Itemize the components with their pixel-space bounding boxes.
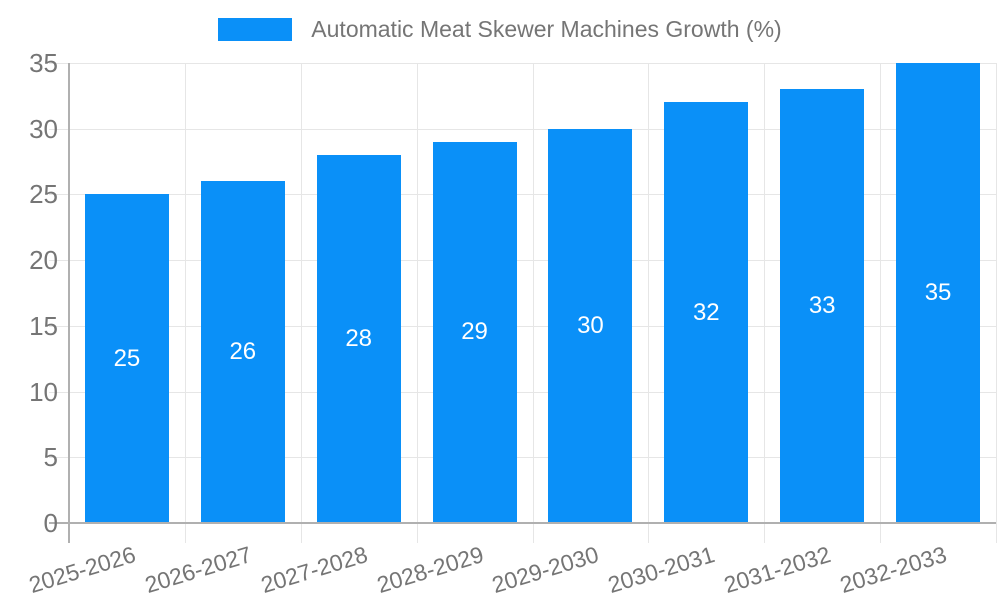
x-gridline (300, 63, 302, 543)
legend-label: Automatic Meat Skewer Machines Growth (%… (311, 16, 782, 42)
x-gridline (764, 63, 766, 543)
y-tick-label: 10 (29, 376, 58, 407)
bar-value-label: 33 (808, 292, 836, 320)
y-gridline (49, 128, 996, 130)
bar[interactable] (548, 128, 633, 523)
y-axis-line (68, 63, 70, 543)
x-gridline (996, 63, 997, 543)
y-tick-label: 15 (29, 310, 58, 341)
y-tick-label: 20 (29, 245, 58, 276)
y-gridline (49, 325, 996, 327)
x-tick-label: 2032-2033 (836, 541, 950, 599)
x-tick-label: 2026-2027 (141, 541, 255, 599)
x-gridline (648, 63, 650, 543)
y-gridline (49, 63, 996, 64)
x-tick-label: 2027-2028 (257, 541, 371, 599)
y-tick-label: 0 (43, 508, 58, 538)
y-gridline (49, 457, 996, 459)
legend-swatch-icon (218, 18, 293, 41)
bar-value-label: 26 (229, 338, 257, 366)
y-tick-label: 35 (29, 48, 58, 78)
bar[interactable] (780, 89, 865, 523)
y-tick-label: 30 (29, 113, 58, 144)
bar[interactable] (896, 63, 981, 523)
bar-value-label: 28 (345, 325, 373, 352)
x-gridline (532, 63, 534, 543)
x-tick-label: 2029-2030 (489, 541, 603, 599)
bar[interactable] (200, 181, 285, 523)
y-gridline (49, 391, 996, 393)
x-tick-label: 2030-2031 (605, 541, 718, 599)
y-gridline (49, 260, 996, 262)
y-tick-label: 25 (29, 179, 58, 210)
x-gridline (880, 63, 882, 543)
x-gridline (184, 63, 186, 543)
x-tick-label: 2031-2032 (720, 541, 834, 599)
legend[interactable]: Automatic Meat Skewer Machines Growth (%… (0, 16, 1000, 43)
x-tick-label: 2028-2029 (373, 541, 487, 599)
x-axis-line (49, 522, 996, 524)
bar-value-label: 35 (924, 279, 952, 306)
x-gridline (416, 63, 418, 543)
bar[interactable] (316, 155, 401, 523)
bar[interactable] (84, 194, 169, 523)
y-gridline (49, 194, 996, 196)
bar-value-label: 30 (577, 311, 604, 339)
y-tick-label: 5 (43, 442, 58, 473)
bar-value-label: 32 (692, 298, 720, 326)
bar-value-label: 29 (461, 318, 488, 346)
x-tick-label: 2025-2026 (25, 541, 139, 599)
bar[interactable] (432, 141, 517, 523)
bar[interactable] (664, 102, 749, 523)
bar-value-label: 25 (113, 344, 141, 372)
